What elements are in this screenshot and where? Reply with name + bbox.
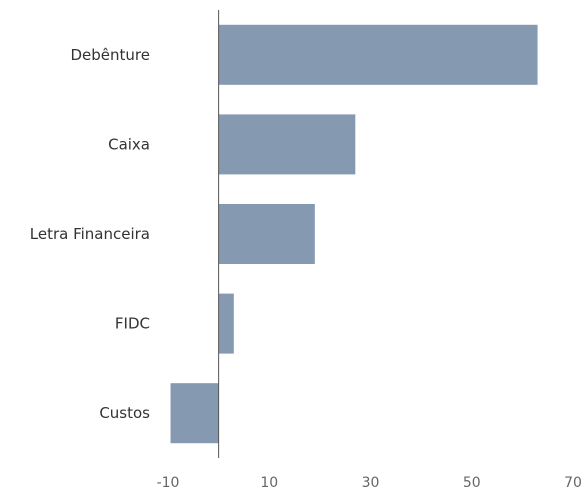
category-label: Debênture: [71, 46, 151, 64]
x-tick-label: 70: [564, 475, 582, 491]
x-tick-label: 50: [463, 475, 481, 491]
category-label: FIDC: [115, 315, 150, 333]
x-tick-label: 30: [362, 475, 380, 491]
category-label: Custos: [99, 404, 150, 422]
bar-caixa: [218, 114, 356, 175]
category-label: Letra Financeira: [30, 225, 150, 243]
bar-fidc: [218, 293, 234, 354]
bar-deb-nture: [218, 24, 538, 85]
bar-custos: [170, 383, 219, 444]
bar-letra-financeira: [218, 204, 315, 264]
category-label: Caixa: [108, 135, 150, 153]
x-tick-label: 10: [260, 475, 278, 491]
x-tick-label: -10: [157, 475, 180, 491]
